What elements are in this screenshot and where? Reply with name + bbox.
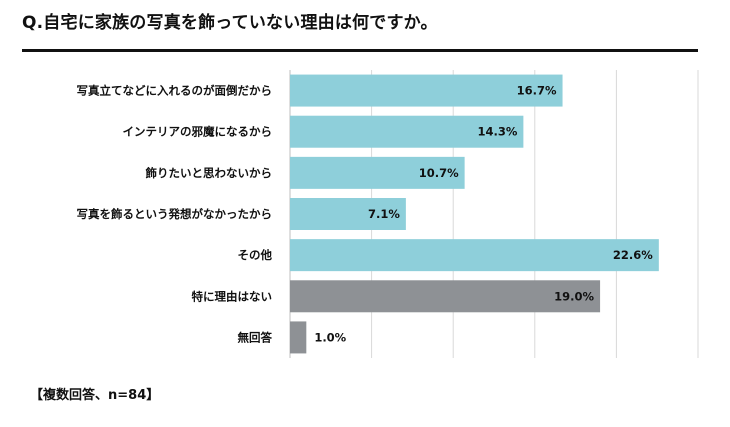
bars (290, 74, 659, 354)
bar (290, 156, 465, 189)
category-label: 写真を飾るという発想がなかったから (77, 207, 273, 221)
bar (290, 198, 406, 230)
value-label: 7.1% (368, 207, 400, 221)
value-label: 14.3% (477, 125, 517, 139)
title-divider (22, 49, 698, 52)
value-label: 16.7% (517, 84, 557, 98)
sample-note: 【複数回答、n=84】 (30, 388, 160, 403)
chart-title: Q.自宅に家族の写真を飾っていない理由は何ですか。 (22, 13, 438, 33)
category-label: 飾りたいと思わないから (145, 166, 273, 180)
bar (290, 321, 307, 354)
category-label: その他 (238, 248, 273, 262)
bar (290, 115, 524, 148)
bar (290, 239, 659, 272)
value-label: 10.7% (419, 166, 459, 180)
value-label: 1.0% (314, 330, 346, 344)
labels: 写真立てなどに入れるのが面倒だから 16.7% インテリアの邪魔になるから 14.3%… (77, 84, 654, 345)
bar (290, 74, 563, 107)
category-label: インテリアの邪魔になるから (123, 125, 273, 139)
category-label: 特に理由はない (192, 289, 273, 303)
category-label: 無回答 (238, 330, 273, 344)
value-label: 22.6% (613, 248, 653, 262)
category-label: 写真立てなどに入れるのが面倒だから (77, 84, 273, 98)
bar (290, 280, 601, 313)
value-label: 19.0% (554, 289, 594, 303)
